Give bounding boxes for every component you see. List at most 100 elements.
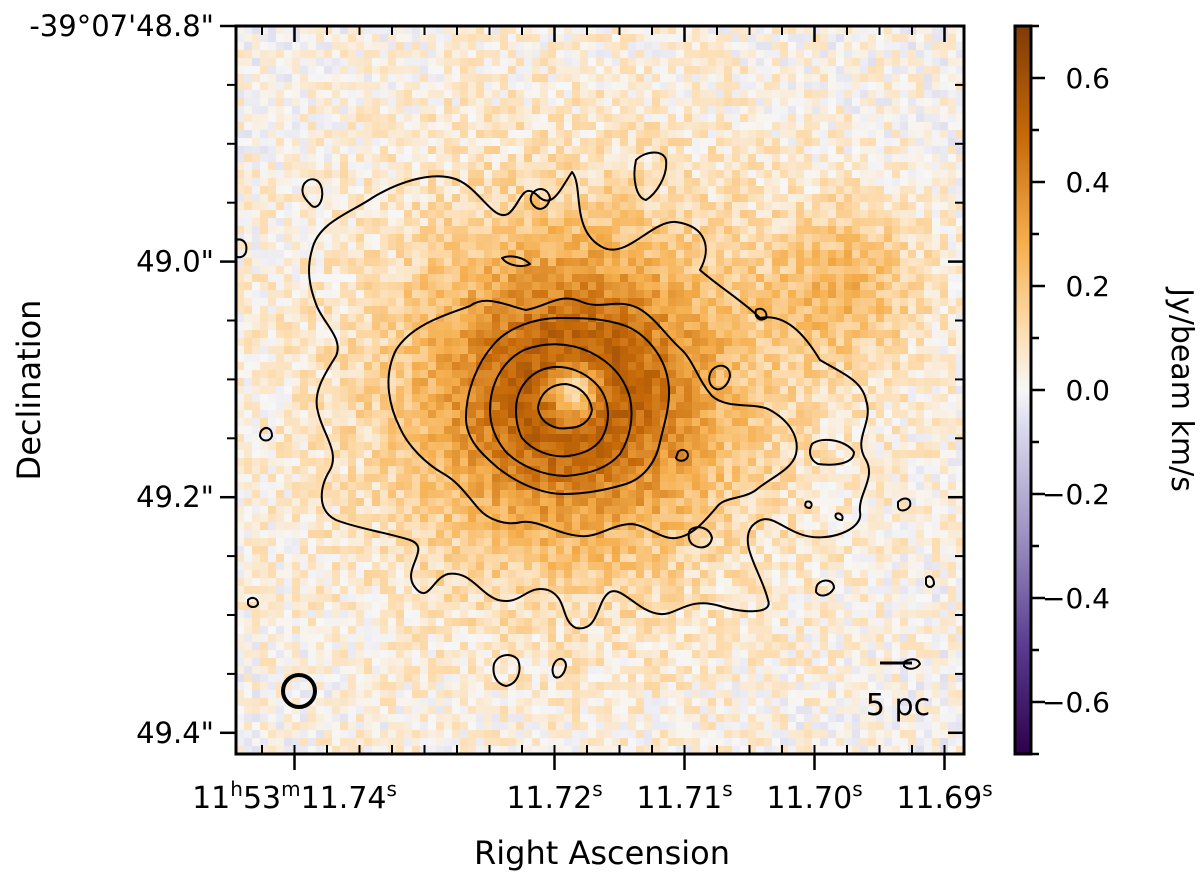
intensity-pixel [468, 242, 477, 251]
intensity-pixel [516, 66, 525, 75]
intensity-pixel [460, 66, 469, 75]
intensity-pixel [596, 658, 605, 667]
intensity-pixel [572, 330, 581, 339]
intensity-pixel [500, 674, 509, 683]
intensity-pixel [308, 258, 317, 267]
intensity-pixel [244, 346, 253, 355]
intensity-pixel [260, 314, 269, 323]
intensity-pixel [452, 450, 461, 459]
intensity-pixel [508, 250, 517, 259]
intensity-pixel [372, 242, 381, 251]
intensity-pixel [428, 530, 437, 539]
intensity-pixel [420, 306, 429, 315]
intensity-pixel [612, 514, 621, 523]
intensity-pixel [444, 58, 453, 67]
intensity-pixel [580, 602, 589, 611]
intensity-pixel [620, 186, 629, 195]
intensity-pixel [436, 50, 445, 59]
intensity-pixel [660, 114, 669, 123]
intensity-pixel [236, 722, 245, 731]
intensity-pixel [436, 114, 445, 123]
intensity-pixel [348, 450, 357, 459]
intensity-pixel [412, 738, 421, 747]
intensity-pixel [252, 50, 261, 59]
intensity-pixel [276, 250, 285, 259]
intensity-pixel [284, 362, 293, 371]
intensity-pixel [508, 194, 517, 203]
intensity-pixel [540, 530, 549, 539]
intensity-pixel [620, 290, 629, 299]
intensity-pixel [660, 354, 669, 363]
intensity-pixel [260, 266, 269, 275]
intensity-pixel [636, 354, 645, 363]
intensity-pixel [596, 426, 605, 435]
intensity-pixel [668, 90, 677, 99]
intensity-pixel [396, 218, 405, 227]
intensity-pixel [324, 50, 333, 59]
intensity-pixel [284, 34, 293, 43]
intensity-pixel [260, 154, 269, 163]
intensity-pixel [660, 714, 669, 723]
intensity-pixel [356, 682, 365, 691]
intensity-pixel [508, 394, 517, 403]
intensity-pixel [420, 122, 429, 131]
intensity-pixel [492, 586, 501, 595]
intensity-pixel [620, 650, 629, 659]
intensity-pixel [372, 522, 381, 531]
intensity-pixel [404, 66, 413, 75]
intensity-pixel [372, 58, 381, 67]
intensity-pixel [252, 338, 261, 347]
intensity-pixel [412, 34, 421, 43]
intensity-pixel [260, 338, 269, 347]
intensity-pixel [284, 730, 293, 739]
intensity-pixel [300, 74, 309, 83]
intensity-pixel [604, 26, 613, 35]
intensity-pixel [380, 594, 389, 603]
intensity-pixel [604, 298, 613, 307]
intensity-pixel [636, 322, 645, 331]
intensity-pixel [348, 50, 357, 59]
intensity-pixel [644, 298, 653, 307]
intensity-pixel [324, 114, 333, 123]
intensity-pixel [460, 578, 469, 587]
intensity-pixel [236, 674, 245, 683]
intensity-pixel [484, 178, 493, 187]
intensity-pixel [292, 338, 301, 347]
intensity-pixel [572, 554, 581, 563]
intensity-pixel [268, 738, 277, 747]
intensity-pixel [268, 162, 277, 171]
intensity-pixel [492, 642, 501, 651]
intensity-pixel [260, 538, 269, 547]
intensity-pixel [604, 498, 613, 507]
intensity-pixel [332, 538, 341, 547]
intensity-pixel [588, 202, 597, 211]
intensity-pixel [252, 434, 261, 443]
intensity-pixel [476, 530, 485, 539]
intensity-pixel [436, 298, 445, 307]
intensity-pixel [532, 410, 541, 419]
intensity-pixel [652, 74, 661, 83]
intensity-pixel [444, 274, 453, 283]
intensity-pixel [484, 362, 493, 371]
intensity-pixel [340, 170, 349, 179]
intensity-pixel [332, 562, 341, 571]
intensity-pixel [404, 426, 413, 435]
intensity-pixel [668, 554, 677, 563]
intensity-pixel [476, 282, 485, 291]
intensity-pixel [516, 690, 525, 699]
intensity-pixel [572, 690, 581, 699]
intensity-pixel [364, 570, 373, 579]
intensity-pixel [644, 106, 653, 115]
intensity-pixel [436, 738, 445, 747]
intensity-pixel [452, 666, 461, 675]
intensity-pixel [572, 434, 581, 443]
intensity-pixel [276, 298, 285, 307]
intensity-pixel [604, 322, 613, 331]
intensity-pixel [524, 666, 533, 675]
intensity-pixel [660, 402, 669, 411]
intensity-pixel [452, 226, 461, 235]
intensity-pixel [492, 690, 501, 699]
intensity-pixel [484, 546, 493, 555]
intensity-pixel [444, 346, 453, 355]
intensity-pixel [364, 378, 373, 387]
